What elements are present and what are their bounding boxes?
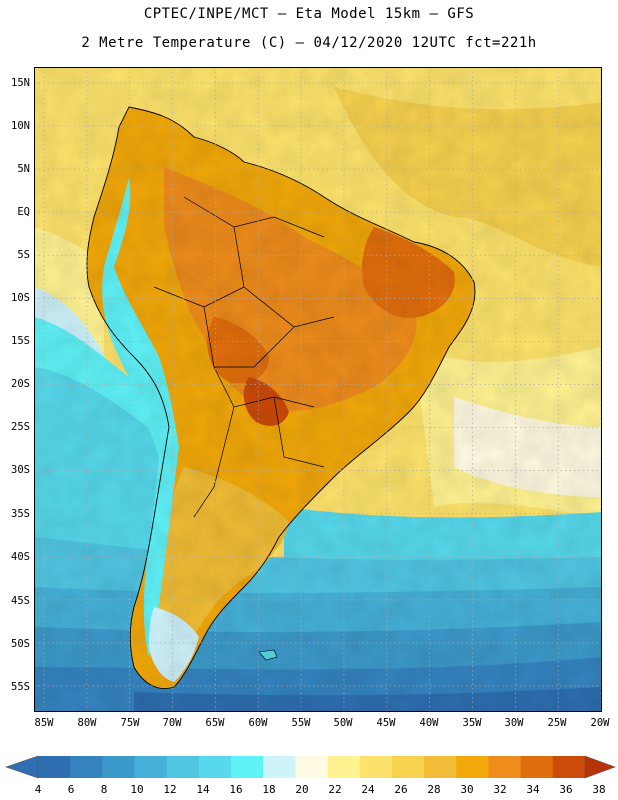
map-subtitle: 2 Metre Temperature (C) – 04/12/2020 12U… xyxy=(81,35,537,51)
coordinate-grid xyxy=(34,67,602,712)
colorbar-cell xyxy=(166,756,200,778)
lon-label: 55W xyxy=(291,717,311,729)
colorbar-cell xyxy=(295,756,329,778)
lon-label: 30W xyxy=(504,717,524,729)
lat-label: EQ xyxy=(17,206,30,218)
colorbar-cell xyxy=(198,756,232,778)
colorbar-cell xyxy=(263,756,296,778)
lon-label: 60W xyxy=(248,717,268,729)
colorbar-label: 22 xyxy=(328,783,342,796)
lat-label: 30S xyxy=(11,464,30,476)
lon-label: 85W xyxy=(34,717,54,729)
temperature-map xyxy=(34,67,602,712)
colorbar-label: 4 xyxy=(34,783,42,796)
colorbar-cell xyxy=(102,756,136,778)
lat-label: 50S xyxy=(11,638,30,650)
colorbar-label: 36 xyxy=(559,783,573,796)
colorbar-label: 12 xyxy=(163,783,177,796)
colorbar-label: 32 xyxy=(493,783,507,796)
colorbar-label: 38 xyxy=(592,783,606,796)
lat-label: 5S xyxy=(17,249,30,261)
colorbar-cell xyxy=(70,756,103,778)
lat-label: 15N xyxy=(11,77,30,89)
lon-label: 75W xyxy=(120,717,140,729)
noise-texture xyxy=(34,67,602,712)
lat-label: 10S xyxy=(11,292,30,304)
lon-label: 80W xyxy=(77,717,97,729)
colorbar-label: 30 xyxy=(460,783,474,796)
lon-label: 40W xyxy=(419,717,439,729)
lon-label: 45W xyxy=(376,717,396,729)
lat-label: 45S xyxy=(11,595,30,607)
colorbar-label: 16 xyxy=(229,783,243,796)
colorbar-cell xyxy=(391,756,425,778)
lat-label: 55S xyxy=(11,681,30,693)
colorbar-label: 24 xyxy=(361,783,375,796)
colorbar-label: 26 xyxy=(394,783,408,796)
lat-label: 25S xyxy=(11,421,30,433)
colorbar-label: 10 xyxy=(130,783,144,796)
lon-label: 65W xyxy=(205,717,225,729)
colorbar-cell xyxy=(424,756,457,778)
lon-label: 35W xyxy=(462,717,482,729)
colorbar-label: 18 xyxy=(262,783,276,796)
lat-label: 15S xyxy=(11,335,30,347)
colorbar-label: 20 xyxy=(295,783,309,796)
colorbar-label: 34 xyxy=(526,783,540,796)
lat-label: 35S xyxy=(11,508,30,520)
colorbar-cell xyxy=(134,756,168,778)
colorbar-arrow-left xyxy=(5,755,39,779)
colorbar-label: 8 xyxy=(100,783,108,796)
colorbar-arrow-right xyxy=(584,755,616,779)
colorbar-cell xyxy=(488,756,522,778)
colorbar-cell xyxy=(38,756,71,778)
colorbar-label: 28 xyxy=(427,783,441,796)
lon-label: 50W xyxy=(333,717,353,729)
lat-label: 40S xyxy=(11,551,30,563)
colorbar-cell xyxy=(359,756,393,778)
colorbar-cell xyxy=(552,756,586,778)
temperature-colorbar xyxy=(5,755,616,779)
lon-label: 25W xyxy=(547,717,567,729)
lon-label: 20W xyxy=(590,717,610,729)
map-title: CPTEC/INPE/MCT – Eta Model 15km – GFS xyxy=(143,6,475,22)
colorbar-cell xyxy=(231,756,264,778)
lat-label: 5N xyxy=(17,163,30,175)
colorbar-cell xyxy=(327,756,361,778)
lat-label: 10N xyxy=(11,120,30,132)
lon-label: 70W xyxy=(162,717,182,729)
colorbar-cell xyxy=(520,756,554,778)
colorbar-label: 14 xyxy=(196,783,210,796)
colorbar-label: 6 xyxy=(67,783,75,796)
map-border xyxy=(34,67,602,712)
colorbar-cell xyxy=(456,756,489,778)
lat-label: 20S xyxy=(11,378,30,390)
